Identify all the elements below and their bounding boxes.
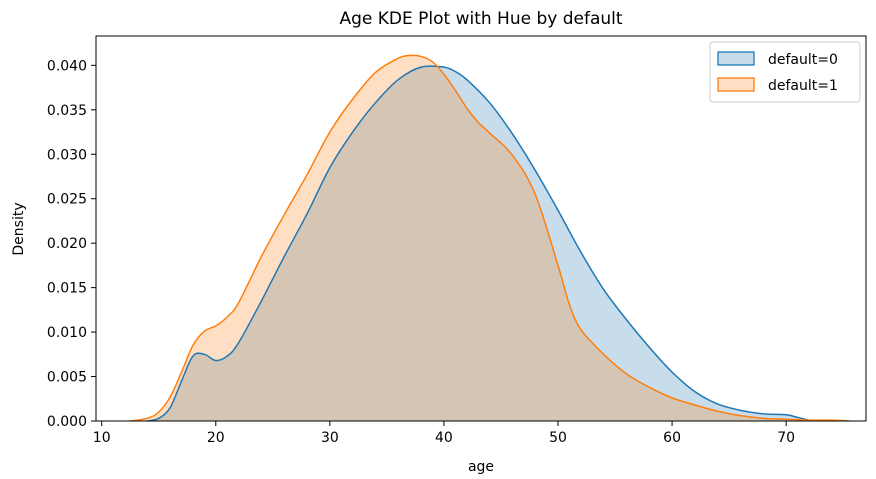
ticks-layer: 10 20 30 40 50 60 70 0.000 0.005 0.010 0.015 0.020 0…	[47, 58, 795, 446]
y-tick-label: 0.000	[47, 414, 87, 430]
y-tick-label: 0.020	[47, 236, 87, 252]
x-axis-label: age	[468, 459, 494, 475]
legend-frame	[709, 41, 861, 103]
x-tick-label: 40	[435, 430, 453, 446]
legend: default=0 default=1	[709, 41, 861, 103]
kde-line-default-1	[130, 54, 849, 422]
y-tick-label: 0.005	[47, 370, 87, 386]
x-tick-label: 30	[321, 430, 339, 446]
legend-swatch-default-0	[717, 51, 755, 66]
legend-label-default-1: default=1	[768, 78, 838, 94]
chart-title: Age KDE Plot with Hue by default	[339, 9, 622, 29]
y-tick-label: 0.035	[47, 103, 87, 119]
y-axis-label: Density	[11, 202, 27, 255]
x-tick-label: 20	[207, 430, 225, 446]
legend-label-default-0: default=0	[768, 52, 838, 68]
y-tick-label: 0.030	[47, 147, 87, 163]
kde-area-default-1	[130, 55, 849, 422]
y-tick-label: 0.040	[47, 58, 87, 74]
x-tick-label: 10	[93, 430, 111, 446]
legend-swatch-default-1	[717, 77, 755, 92]
x-tick-label: 60	[663, 430, 681, 446]
y-tick-label: 0.025	[47, 192, 87, 208]
x-tick-label: 70	[777, 430, 795, 446]
kde-area-default-0	[147, 66, 809, 422]
series-layer	[130, 54, 849, 422]
kde-line-default-0	[147, 65, 810, 422]
y-tick-label: 0.010	[47, 325, 87, 341]
x-tick-label: 50	[549, 430, 567, 446]
plot-frame	[95, 35, 867, 422]
y-tick-label: 0.015	[47, 281, 87, 297]
